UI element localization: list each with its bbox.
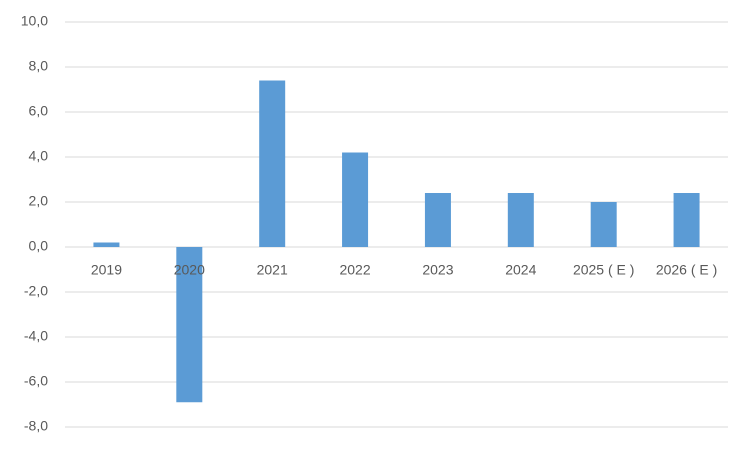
- y-tick-label: 2,0: [29, 193, 49, 209]
- x-tick-label: 2024: [505, 262, 536, 278]
- x-tick-label: 2022: [339, 262, 370, 278]
- bar: [673, 193, 700, 247]
- x-tick-label: 2026 ( E ): [656, 262, 717, 278]
- bar: [259, 80, 286, 247]
- bar: [342, 152, 369, 247]
- bar: [93, 242, 120, 247]
- y-tick-label: 4,0: [29, 148, 49, 164]
- y-tick-label: 8,0: [29, 58, 49, 74]
- bar: [424, 193, 451, 247]
- x-tick-label: 2020: [174, 262, 205, 278]
- bar: [176, 247, 203, 403]
- y-tick-label: -4,0: [24, 328, 48, 344]
- y-tick-label: -2,0: [24, 283, 48, 299]
- bar: [590, 202, 617, 247]
- y-tick-label: 0,0: [29, 238, 49, 254]
- x-tick-label: 2021: [257, 262, 288, 278]
- bar: [507, 193, 534, 247]
- y-tick-label: 10,0: [21, 13, 48, 29]
- x-tick-label: 2025 ( E ): [573, 262, 634, 278]
- y-tick-label: -8,0: [24, 418, 48, 434]
- y-tick-label: 6,0: [29, 103, 49, 119]
- x-tick-label: 2023: [422, 262, 453, 278]
- y-tick-label: -6,0: [24, 373, 48, 389]
- x-tick-label: 2019: [91, 262, 122, 278]
